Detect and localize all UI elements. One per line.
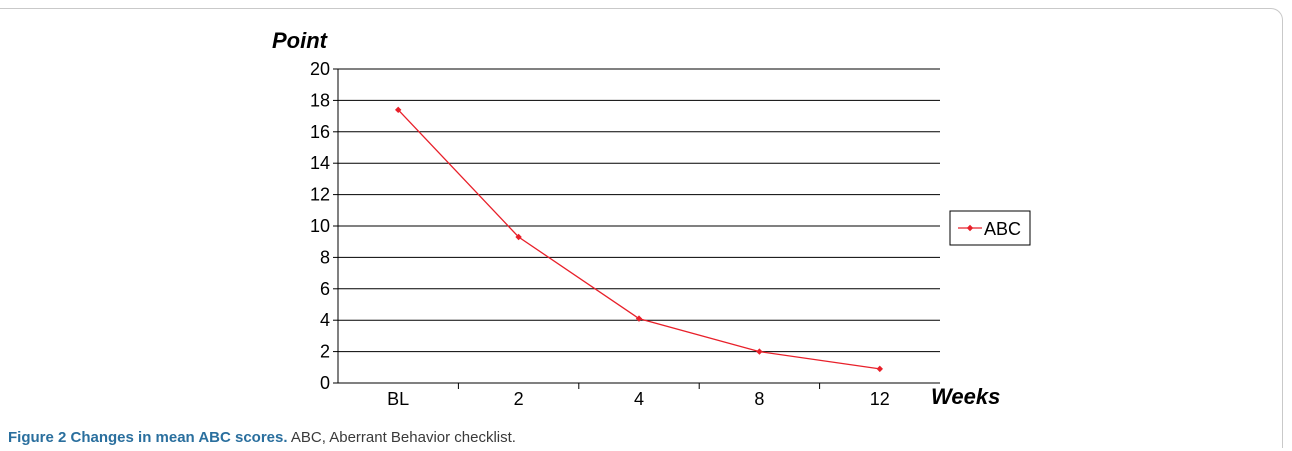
series-line xyxy=(397,109,880,370)
gridlines xyxy=(338,68,940,353)
y-tick-label: 16 xyxy=(310,122,330,142)
y-tick-label: 12 xyxy=(310,185,330,205)
legend-marker xyxy=(966,224,974,232)
y-tick-label: 8 xyxy=(320,247,330,267)
y-tick-label: 18 xyxy=(310,90,330,110)
legend-label: ABC xyxy=(984,219,1021,239)
y-axis-label: Point xyxy=(272,28,329,53)
y-tick-label: 0 xyxy=(320,373,330,393)
x-tick-label: 2 xyxy=(514,389,524,409)
figure-frame xyxy=(0,8,1283,448)
data-point xyxy=(756,348,763,355)
y-tick-label: 20 xyxy=(310,59,330,79)
data-point xyxy=(515,233,522,241)
data-point xyxy=(876,365,883,373)
x-axis-label: Weeks xyxy=(931,384,1000,409)
x-tick-label: 4 xyxy=(634,389,644,409)
data-point xyxy=(395,106,402,114)
data-point xyxy=(635,315,643,322)
legend: ABC xyxy=(949,210,1031,246)
x-tick-label: 12 xyxy=(870,389,890,409)
y-tick-label: 4 xyxy=(320,310,330,330)
x-tick-labels: BL 2 4 8 12 xyxy=(387,389,890,409)
y-tick-label: 14 xyxy=(310,153,330,173)
axes xyxy=(333,68,940,389)
caption-label: Figure 2 Changes in mean ABC scores. xyxy=(8,429,288,446)
y-tick-label: 6 xyxy=(320,279,330,299)
y-tick-label: 10 xyxy=(310,216,330,236)
series-lines xyxy=(395,106,883,373)
y-tick-labels: 0 2 4 6 8 10 12 14 16 18 20 xyxy=(310,59,330,393)
y-tick-label: 2 xyxy=(320,342,330,362)
line-chart: 0 2 4 6 8 10 12 14 16 18 20 BL 2 4 8 12 Point Weeks AB… xyxy=(272,28,1031,409)
x-tick-label: 8 xyxy=(754,389,764,409)
caption-text: ABC, Aberrant Behavior checklist. xyxy=(287,429,516,446)
x-tick-label: BL xyxy=(387,389,409,409)
figure-caption: Figure 2 Changes in mean ABC scores. ABC… xyxy=(8,429,516,446)
